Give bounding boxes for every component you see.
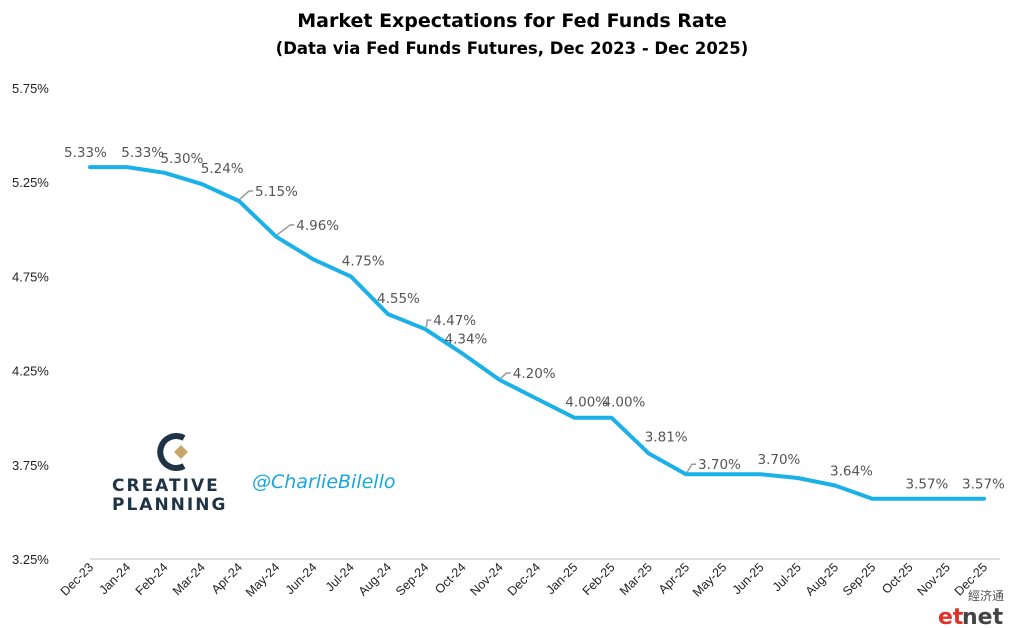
y-axis: 5.75% 5.25% 4.75% 4.25% 3.75% 3.25% — [12, 81, 49, 567]
data-label: 5.15% — [255, 184, 298, 200]
data-label: 4.00% — [603, 395, 646, 411]
creative-planning-logo: CREATIVE PLANNING — [112, 433, 227, 515]
x-tick-label: Feb-25 — [580, 560, 618, 598]
y-tick-label: 4.25% — [12, 364, 49, 379]
x-tick-label: Aug-25 — [803, 560, 841, 598]
chart-subtitle: (Data via Fed Funds Futures, Dec 2023 - … — [276, 39, 749, 58]
data-label: 4.00% — [565, 395, 608, 411]
x-tick-label: Nov-25 — [914, 560, 952, 598]
etnet-watermark: 經济通 et net — [938, 588, 1004, 628]
data-label-leaders — [239, 190, 696, 473]
data-label: 5.24% — [201, 161, 244, 177]
twitter-handle: @CharlieBilello — [252, 471, 395, 493]
x-tick-label: Jun-25 — [730, 560, 767, 597]
data-label: 3.70% — [698, 457, 741, 473]
series-line — [88, 165, 986, 501]
x-tick-label: Oct-25 — [879, 560, 915, 596]
x-tick-label: Apr-25 — [656, 560, 692, 596]
data-label: 3.70% — [758, 452, 801, 468]
y-tick-label: 3.25% — [12, 552, 49, 567]
watermark-net: net — [962, 605, 1004, 628]
x-tick-label: May-25 — [690, 560, 729, 599]
x-tick-label: Sep-25 — [840, 560, 878, 598]
data-label: 3.64% — [830, 464, 873, 480]
x-tick-label: Dec-24 — [505, 560, 543, 598]
x-tick-label: Jul-24 — [323, 560, 357, 594]
x-tick-label: Jul-25 — [770, 560, 804, 594]
data-label: 4.75% — [342, 253, 385, 269]
x-tick-label: Sep-24 — [393, 560, 431, 598]
x-tick-label: Jan-24 — [96, 560, 133, 597]
data-label: 4.47% — [433, 313, 476, 329]
data-label: 3.57% — [906, 477, 949, 493]
x-tick-label: Jan-25 — [543, 560, 580, 597]
logo-line1: CREATIVE — [112, 476, 220, 496]
data-label: 5.33% — [121, 145, 164, 161]
logo-mark-icon — [157, 433, 188, 471]
x-tick-label: Oct-24 — [432, 560, 468, 596]
data-label-leader — [276, 224, 295, 236]
chart-title: Market Expectations for Fed Funds Rate — [297, 10, 726, 32]
x-tick-label: Feb-24 — [133, 560, 171, 598]
data-label-leader — [425, 319, 432, 328]
watermark-et: et — [938, 605, 964, 628]
data-label-leader — [686, 463, 696, 473]
y-tick-label: 3.75% — [12, 458, 49, 473]
data-labels: 5.33% 5.33%5.30%5.24%5.15%4.96%4.75%4.55%… — [64, 145, 1005, 493]
logo-line2: PLANNING — [112, 495, 227, 515]
data-label: 3.57% — [962, 477, 1005, 493]
data-label: 4.96% — [296, 218, 339, 234]
watermark-chinese: 經济通 — [968, 588, 1004, 603]
x-tick-label: Dec-23 — [58, 560, 96, 598]
data-label: 3.81% — [645, 429, 688, 445]
data-label-leader — [500, 372, 511, 379]
y-tick-label: 5.75% — [12, 81, 49, 96]
x-tick-label: Aug-24 — [356, 560, 394, 598]
data-label: 4.20% — [513, 366, 556, 382]
x-tick-label: Mar-25 — [617, 560, 655, 598]
x-tick-label: Nov-24 — [467, 560, 505, 598]
data-label-leader — [239, 190, 253, 200]
y-tick-label: 4.75% — [12, 269, 49, 284]
data-label: 4.55% — [377, 291, 420, 307]
x-tick-label: Apr-24 — [209, 560, 245, 596]
data-label: 4.34% — [445, 332, 488, 348]
x-tick-label: Mar-24 — [170, 560, 208, 598]
data-label: 5.33% — [64, 145, 107, 161]
x-tick-label: Jun-24 — [283, 560, 320, 597]
data-label: 5.30% — [161, 151, 204, 167]
y-tick-label: 5.25% — [12, 175, 49, 190]
x-tick-label: May-24 — [243, 560, 282, 599]
